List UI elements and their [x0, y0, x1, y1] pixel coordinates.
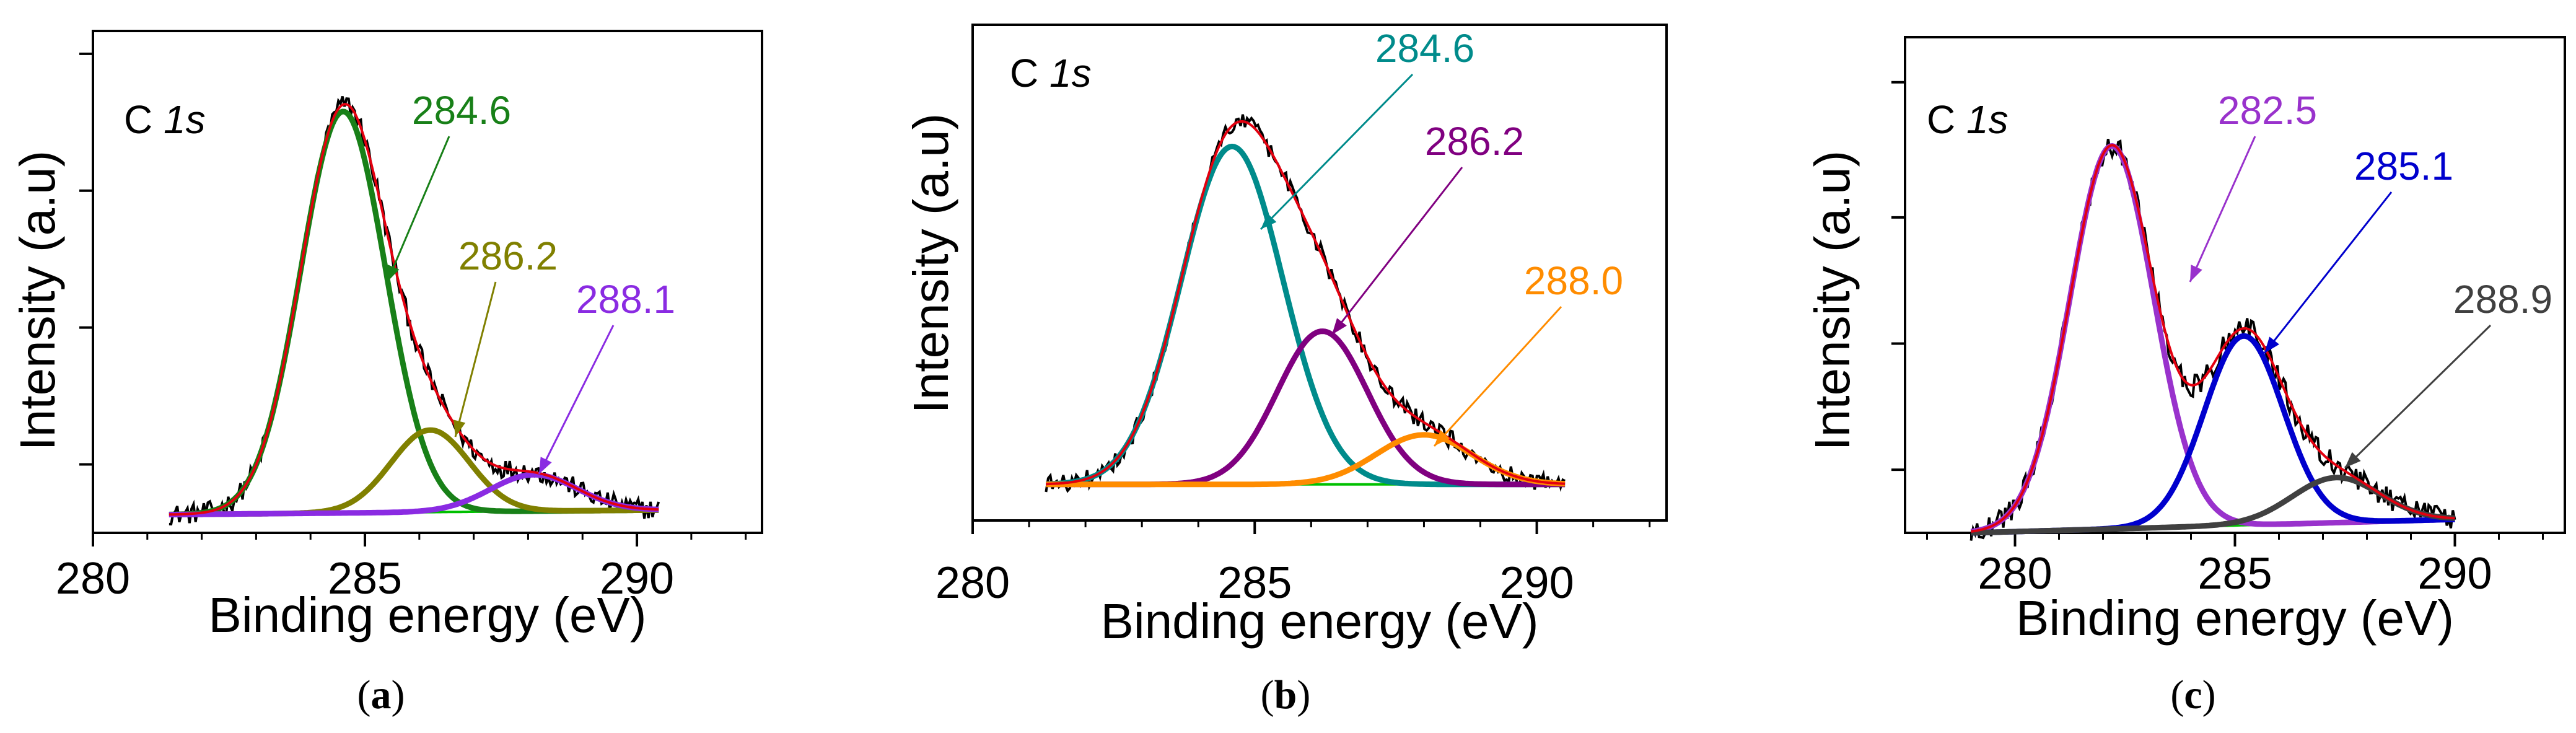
panel-title: C 1s [1010, 51, 1092, 95]
x-tick-label: 280 [1978, 549, 2052, 599]
x-axis-label: Binding energy (eV) [2016, 590, 2454, 646]
peak-label: 284.6 [412, 88, 511, 133]
panel-caption: (c) [2170, 672, 2215, 718]
panel-letter: a [371, 672, 392, 718]
x-tick-label: 290 [2417, 549, 2492, 599]
x-axis-label: Binding energy (eV) [208, 587, 646, 643]
peak-annotation-line [2189, 136, 2256, 283]
peak-label: 284.6 [1375, 26, 1474, 71]
x-tick-label: 290 [1499, 558, 1574, 608]
peak-label: 286.2 [458, 234, 558, 278]
peak-annotation-line [538, 325, 615, 475]
title-element: C [1010, 51, 1049, 95]
x-tick-label: 285 [1217, 558, 1292, 608]
raw-data-line [1045, 114, 1566, 493]
x-axis-label: Binding energy (eV) [1100, 594, 1538, 649]
peak-label: 286.2 [1425, 119, 1524, 164]
arrow-head-icon [2190, 265, 2202, 282]
peak-label: 288.0 [1524, 258, 1623, 303]
peak-label: 288.9 [2453, 277, 2552, 322]
title-orbital: 1s [1966, 97, 2009, 142]
panel-caption: (b) [1261, 672, 1311, 718]
y-axis-label: Intensity (a.u) [903, 113, 958, 414]
peak-annotation-line [454, 281, 497, 437]
x-tick-label: 290 [600, 554, 674, 604]
peak-annotation-line [1433, 305, 1562, 447]
arrow-head-icon [1332, 318, 1347, 335]
panel-caption: (a) [357, 672, 405, 718]
peak-label: 285.1 [2354, 144, 2453, 188]
fit-envelope-line [169, 103, 659, 516]
y-axis-label: Intensity (a.u) [10, 151, 65, 451]
x-tick-label: 280 [935, 558, 1010, 608]
arrow-head-icon [2264, 336, 2279, 353]
fit-envelope-line [1971, 144, 2455, 533]
arrow-head-icon [2345, 452, 2361, 468]
arrow-head-icon [387, 265, 400, 282]
x-tick-label: 280 [56, 554, 130, 604]
arrow-head-icon [1434, 430, 1450, 446]
title-element: C [124, 97, 164, 142]
peak-annotation-line [2263, 191, 2393, 354]
arrow-head-icon [539, 457, 552, 474]
x-tick-label: 285 [2197, 549, 2272, 599]
peak-annotation-line [2344, 324, 2492, 469]
peak-annotation-line [1260, 73, 1414, 230]
plot-frame [92, 30, 763, 534]
raw-data-line [1969, 139, 2456, 541]
peak-288-0 [1046, 432, 1566, 488]
fit-envelope-line [1046, 120, 1566, 486]
panel-letter: c [2184, 672, 2202, 718]
peak-label: 288.1 [576, 277, 675, 322]
title-orbital: 1s [164, 97, 206, 142]
panel-letter: b [1274, 672, 1297, 718]
title-element: C [1927, 97, 1966, 142]
x-tick-label: 285 [328, 554, 402, 604]
panel-title: C 1s [124, 97, 206, 142]
arrow-head-icon [453, 419, 466, 437]
arrow-head-icon [1261, 213, 1277, 229]
peak-284-6 [1046, 143, 1566, 488]
panel-title: C 1s [1927, 97, 2009, 142]
peak-label: 282.5 [2218, 88, 2317, 133]
peak-286-2 [169, 427, 659, 517]
title-orbital: 1s [1049, 51, 1092, 95]
plot-frame [971, 24, 1668, 522]
peak-annotation-line [386, 136, 450, 283]
peak-annotation-line [1331, 167, 1463, 335]
y-axis-label: Intensity (a.u) [1805, 151, 1860, 451]
